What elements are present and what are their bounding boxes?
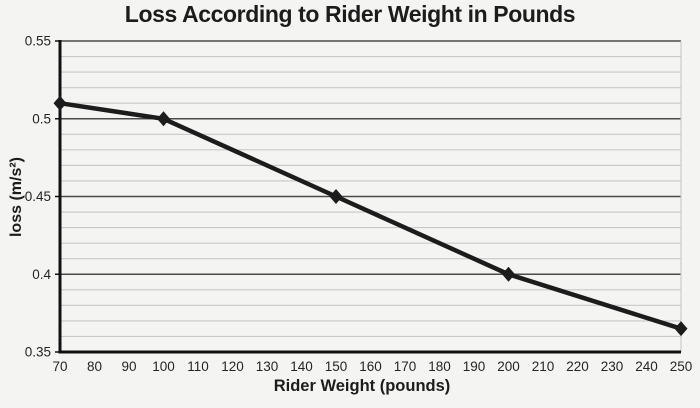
data-point-marker bbox=[502, 266, 515, 282]
y-tick-label: 0.4 bbox=[32, 267, 51, 282]
chart-title: Loss According to Rider Weight in Pounds bbox=[124, 1, 576, 27]
x-tick-label: 210 bbox=[532, 359, 555, 374]
x-tick-label: 90 bbox=[121, 359, 136, 374]
x-tick-label: 200 bbox=[497, 359, 520, 374]
data-point-marker bbox=[674, 321, 688, 337]
x-tick-label: 80 bbox=[87, 359, 102, 374]
x-tick-label: 160 bbox=[359, 359, 382, 374]
x-tick-label: 150 bbox=[325, 359, 348, 374]
y-tick-label: 0.45 bbox=[25, 189, 51, 204]
data-point-marker bbox=[157, 111, 170, 127]
y-tick-label: 0.55 bbox=[25, 34, 51, 49]
x-tick-label: 120 bbox=[221, 359, 244, 374]
y-axis-title: loss (m/s²) bbox=[8, 156, 25, 238]
data-point-marker bbox=[329, 189, 343, 204]
x-tick-label: 190 bbox=[463, 359, 486, 374]
x-tick-label: 240 bbox=[635, 359, 658, 374]
y-tick-label: 0.5 bbox=[32, 111, 51, 126]
x-tick-label: 70 bbox=[52, 359, 67, 374]
x-tick-label: 250 bbox=[670, 359, 693, 374]
x-tick-label: 220 bbox=[566, 359, 589, 374]
x-tick-label: 110 bbox=[187, 359, 209, 374]
x-tick-label: 230 bbox=[601, 359, 624, 374]
x-tick-label: 130 bbox=[256, 359, 279, 374]
x-tick-label: 170 bbox=[394, 359, 417, 374]
x-tick-label: 100 bbox=[152, 359, 175, 374]
x-tick-label: 180 bbox=[428, 359, 451, 374]
y-tick-label: 0.35 bbox=[25, 345, 51, 360]
x-axis-title: Rider Weight (pounds) bbox=[273, 377, 451, 395]
series-line bbox=[59, 100, 682, 331]
data-point-marker bbox=[53, 95, 67, 111]
x-tick-label: 140 bbox=[290, 359, 313, 374]
